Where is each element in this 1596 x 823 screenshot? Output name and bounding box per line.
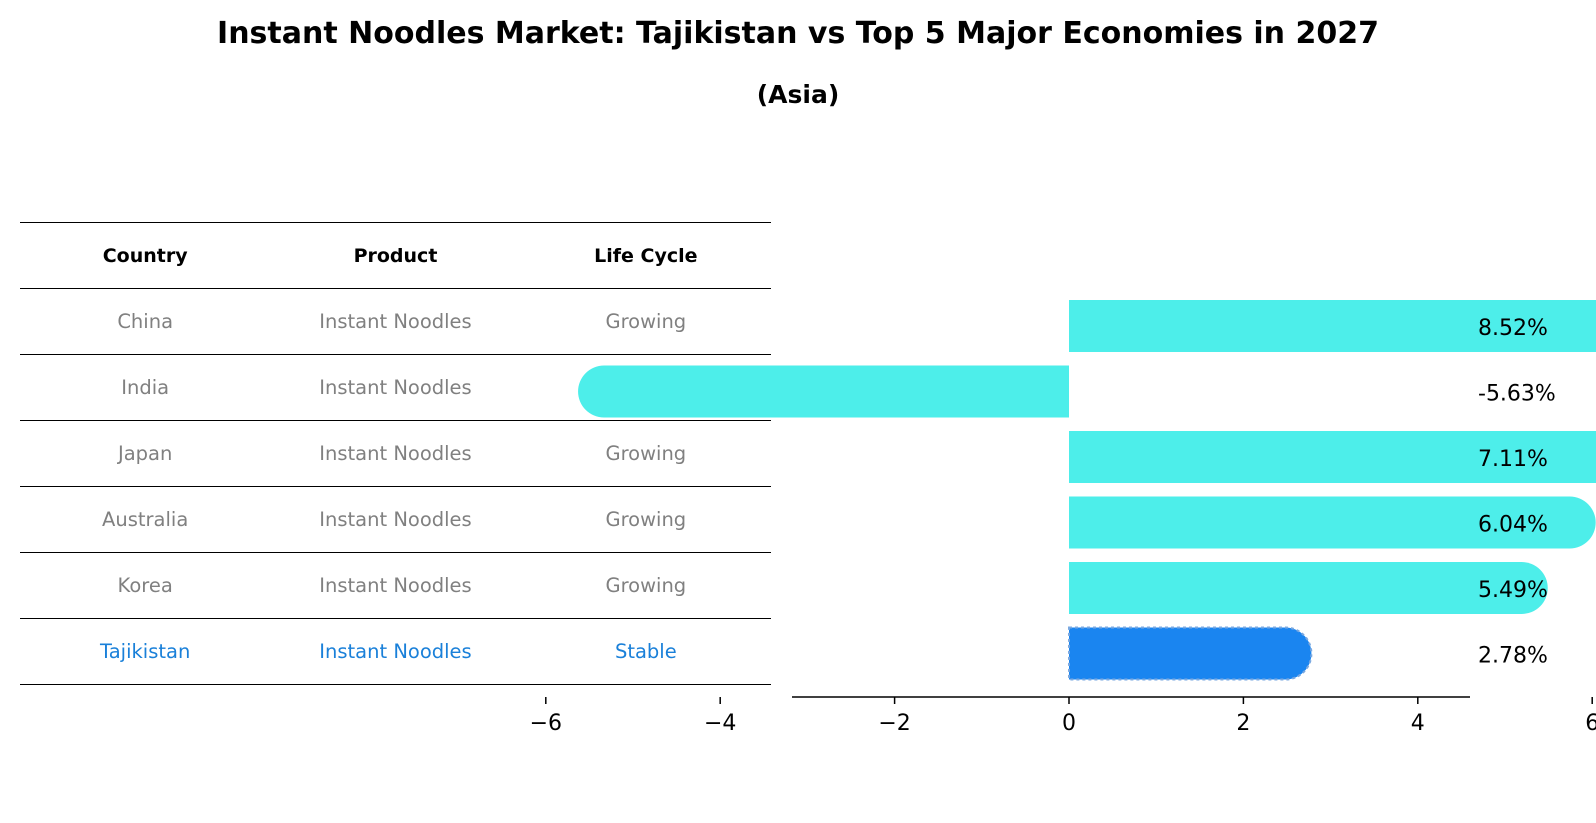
x-tick-label: −2 xyxy=(878,711,910,736)
chart-title: Instant Noodles Market: Tajikistan vs To… xyxy=(217,16,1379,51)
x-tick-label: 4 xyxy=(1411,711,1425,736)
bar-australia xyxy=(1069,496,1596,549)
cell-product: Instant Noodles xyxy=(270,420,521,487)
x-tick-label: −4 xyxy=(704,711,736,736)
table-row: Japan Instant Noodles Growing xyxy=(20,420,771,487)
x-tick-label: 0 xyxy=(1062,711,1076,736)
table-row: Australia Instant Noodles Growing xyxy=(20,486,771,553)
cell-life-cycle: Growing xyxy=(520,486,771,553)
table-row-highlight: Tajikistan Instant Noodles Stable xyxy=(20,618,771,685)
table-header-row: Country Product Life Cycle xyxy=(20,222,771,289)
cell-product: Instant Noodles xyxy=(270,618,521,685)
cell-country: Tajikistan xyxy=(20,618,271,685)
value-label-japan: 7.11% xyxy=(1478,447,1548,472)
cell-country: China xyxy=(20,288,271,355)
x-tick-label: 6 xyxy=(1585,711,1596,736)
bar-china xyxy=(1069,300,1596,352)
bar-japan xyxy=(1069,431,1596,483)
cell-country: Korea xyxy=(20,552,271,619)
value-label-tajikistan: 2.78% xyxy=(1478,644,1548,669)
header-country: Country xyxy=(20,222,271,289)
header-life-cycle: Life Cycle xyxy=(520,222,771,289)
x-tick-label: 2 xyxy=(1236,711,1250,736)
value-label-india: -5.63% xyxy=(1478,382,1556,407)
cell-life-cycle: Stable xyxy=(520,618,771,685)
header-product: Product xyxy=(270,222,521,289)
market-table: Country Product Life Cycle China Instant… xyxy=(20,222,771,685)
cell-product: Instant Noodles xyxy=(270,354,521,421)
cell-country: Australia xyxy=(20,486,271,553)
value-label-china: 8.52% xyxy=(1478,316,1548,341)
cell-product: Instant Noodles xyxy=(270,288,521,355)
bar-india xyxy=(578,365,1069,418)
table-row: China Instant Noodles Growing xyxy=(20,288,771,355)
cell-life-cycle: Growing xyxy=(520,420,771,487)
value-label-korea: 5.49% xyxy=(1478,578,1548,603)
cell-country: India xyxy=(20,354,271,421)
cell-product: Instant Noodles xyxy=(270,486,521,553)
table-row: Korea Instant Noodles Growing xyxy=(20,552,771,619)
cell-country: Japan xyxy=(20,420,271,487)
bar-tajikistan xyxy=(1068,626,1313,681)
value-label-australia: 6.04% xyxy=(1478,513,1548,538)
cell-life-cycle: Growing xyxy=(520,552,771,619)
cell-life-cycle: Growing xyxy=(520,288,771,355)
bar-korea xyxy=(1069,562,1548,614)
chart-subtitle: (Asia) xyxy=(756,80,840,109)
x-tick-label: −6 xyxy=(530,711,562,736)
